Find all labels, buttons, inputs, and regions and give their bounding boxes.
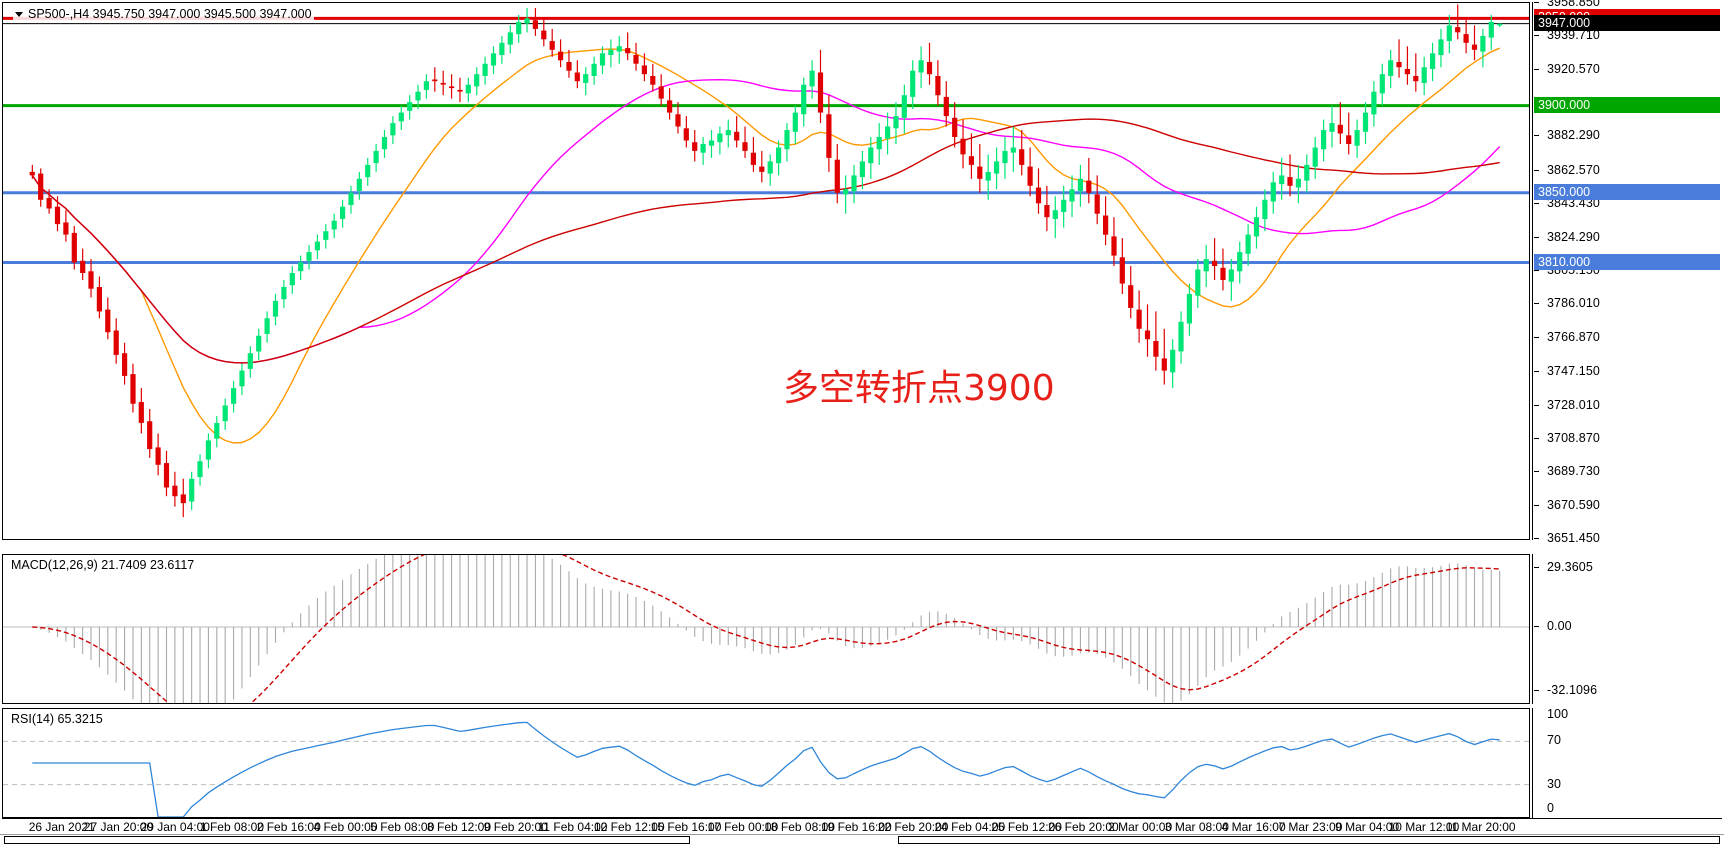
rsi-axis-label: 70 bbox=[1547, 733, 1562, 748]
time-axis-label: 29 Jan 04:00 bbox=[140, 820, 210, 834]
price-axis-tick bbox=[1534, 68, 1539, 70]
price-axis-label: 3882.290 bbox=[1547, 128, 1600, 143]
time-axis-label: 1 Feb 08:00 bbox=[199, 820, 265, 834]
price-axis[interactable]: 3958.850 3939.710 3920.570 3882.290 3862.570… bbox=[1532, 0, 1722, 545]
rsi-axis-label: 0 bbox=[1547, 801, 1555, 815]
macd-axis: 29.3605 0.00 -32.1096 bbox=[1532, 554, 1722, 704]
macd-axis-label: -32.1096 bbox=[1547, 683, 1598, 698]
price-axis-tick bbox=[1534, 270, 1539, 271]
price-axis-label: 3689.730 bbox=[1547, 464, 1600, 479]
price-level-tag[interactable]: 3810.000 bbox=[1534, 253, 1720, 270]
chart-symbol-label: SP500-,H4 3945.750 3947.000 3945.500 394… bbox=[28, 7, 312, 21]
macd-indicator-panel[interactable]: MACD(12,26,9) 21.7409 23.6117 bbox=[2, 554, 1530, 704]
time-axis-label: 26 Jan 2021 bbox=[28, 820, 95, 834]
price-axis-tick bbox=[1534, 504, 1539, 506]
rsi-axis-label: 30 bbox=[1547, 776, 1562, 791]
rsi-plot bbox=[3, 721, 1529, 817]
time-axis-label: 18 Feb 08:00 bbox=[764, 820, 835, 834]
price-axis-tick bbox=[1534, 236, 1539, 238]
price-axis-label: 3939.710 bbox=[1547, 28, 1600, 43]
macd-axis-tick bbox=[1534, 626, 1539, 627]
price-level-tag[interactable]: 3900.000 bbox=[1534, 96, 1720, 113]
triangle-down-icon[interactable] bbox=[15, 12, 23, 17]
price-axis-tick bbox=[1534, 203, 1539, 205]
time-axis-label: 25 Feb 12:00 bbox=[991, 820, 1062, 834]
time-axis-label: 10 Mar 12:00 bbox=[1388, 820, 1460, 834]
macd-legend-label: MACD(12,26,9) 21.7409 23.6117 bbox=[9, 558, 197, 572]
price-axis-tick bbox=[1534, 2, 1539, 3]
price-axis-label: 3766.870 bbox=[1547, 329, 1600, 344]
rsi-axis-label: 100 bbox=[1547, 707, 1569, 721]
time-axis-label: 4 Mar 16:00 bbox=[1221, 820, 1286, 834]
macd-axis-tick bbox=[1534, 567, 1539, 569]
time-axis-label: 15 Feb 16:00 bbox=[650, 820, 722, 834]
time-axis-label: 22 Feb 20:00 bbox=[877, 820, 949, 834]
price-axis-label: 3862.570 bbox=[1547, 162, 1600, 177]
time-axis-label: 27 Jan 20:00 bbox=[83, 820, 154, 834]
macd-axis-label: 0.00 bbox=[1547, 619, 1572, 633]
price-axis-tick bbox=[1534, 371, 1539, 373]
price-axis-label: 3708.870 bbox=[1547, 430, 1600, 445]
time-axis-label: 26 Feb 20:00 bbox=[1047, 820, 1119, 834]
time-axis-label: 3 Mar 08:00 bbox=[1164, 820, 1229, 834]
price-axis-tick bbox=[1534, 169, 1539, 171]
horizontal-scrollbar[interactable] bbox=[0, 834, 1724, 844]
time-axis-label: 9 Feb 20:00 bbox=[483, 820, 548, 834]
price-axis-label: 3728.010 bbox=[1547, 397, 1600, 412]
time-axis-label: 7 Mar 23:00 bbox=[1278, 820, 1343, 834]
time-axis-label: 11 Feb 04:00 bbox=[537, 820, 608, 834]
price-axis-label: 3920.570 bbox=[1547, 61, 1600, 76]
scrollbar-left-segment[interactable] bbox=[4, 836, 690, 844]
price-level-tag[interactable]: 3947.000 bbox=[1534, 14, 1720, 31]
price-chart-panel[interactable]: 多空转折点3900 SP500-,H4 3945.750 3947.000 39… bbox=[2, 2, 1530, 540]
chart-symbol-legend: SP500-,H4 3945.750 3947.000 3945.500 394… bbox=[13, 7, 314, 21]
price-axis-tick bbox=[1534, 35, 1539, 37]
macd-plot bbox=[3, 555, 1529, 703]
time-axis-label: 5 Feb 08:00 bbox=[370, 820, 435, 834]
price-axis-label: 3786.010 bbox=[1547, 296, 1600, 311]
macd-axis-label: 29.3605 bbox=[1547, 560, 1593, 575]
time-axis-label: 24 Feb 04:00 bbox=[934, 820, 1006, 834]
time-axis-label: 19 Feb 16:00 bbox=[820, 820, 892, 834]
macd-axis-tick bbox=[1534, 690, 1539, 692]
time-axis-label: 2 Mar 00:00 bbox=[1108, 820, 1173, 834]
price-axis-tick bbox=[1534, 336, 1539, 338]
price-axis-label: 3670.590 bbox=[1547, 497, 1600, 512]
price-axis-label: 3747.150 bbox=[1547, 364, 1600, 379]
price-axis-tick bbox=[1534, 471, 1539, 473]
time-axis: 26 Jan 2021 27 Jan 20:00 29 Jan 04:00 1 Feb… bbox=[2, 818, 1722, 834]
chart-annotation-text: 多空转折点3900 bbox=[783, 368, 1055, 409]
price-axis-tick bbox=[1534, 404, 1539, 406]
rsi-indicator-panel[interactable]: RSI(14) 65.3215 bbox=[2, 708, 1530, 818]
price-axis-tick bbox=[1534, 538, 1539, 539]
time-axis-label: 17 Feb 00:00 bbox=[707, 820, 779, 834]
price-axis-tick bbox=[1534, 437, 1539, 439]
rsi-axis: 100 70 30 0 bbox=[1532, 707, 1722, 818]
time-axis-label: 9 Mar 04:00 bbox=[1335, 820, 1400, 834]
time-axis-label: 12 Feb 12:00 bbox=[593, 820, 665, 834]
time-axis-label: 11 Mar 20:00 bbox=[1445, 820, 1516, 834]
time-axis-label: 8 Feb 12:00 bbox=[426, 820, 492, 834]
price-chart-plot bbox=[3, 4, 1529, 518]
rsi-legend-label: RSI(14) 65.3215 bbox=[9, 712, 105, 726]
scrollbar-thumb[interactable] bbox=[898, 836, 1720, 844]
price-axis-tick bbox=[1534, 135, 1539, 137]
price-axis-label: 3958.850 bbox=[1547, 0, 1600, 9]
price-axis-label: 3824.290 bbox=[1547, 229, 1600, 244]
time-axis-label: 2 Feb 16:00 bbox=[256, 820, 321, 834]
price-level-tag[interactable]: 3850.000 bbox=[1534, 183, 1720, 200]
price-axis-tick bbox=[1534, 303, 1539, 305]
price-axis-label: 3651.450 bbox=[1547, 531, 1600, 545]
time-axis-label: 4 Feb 00:00 bbox=[313, 820, 378, 834]
